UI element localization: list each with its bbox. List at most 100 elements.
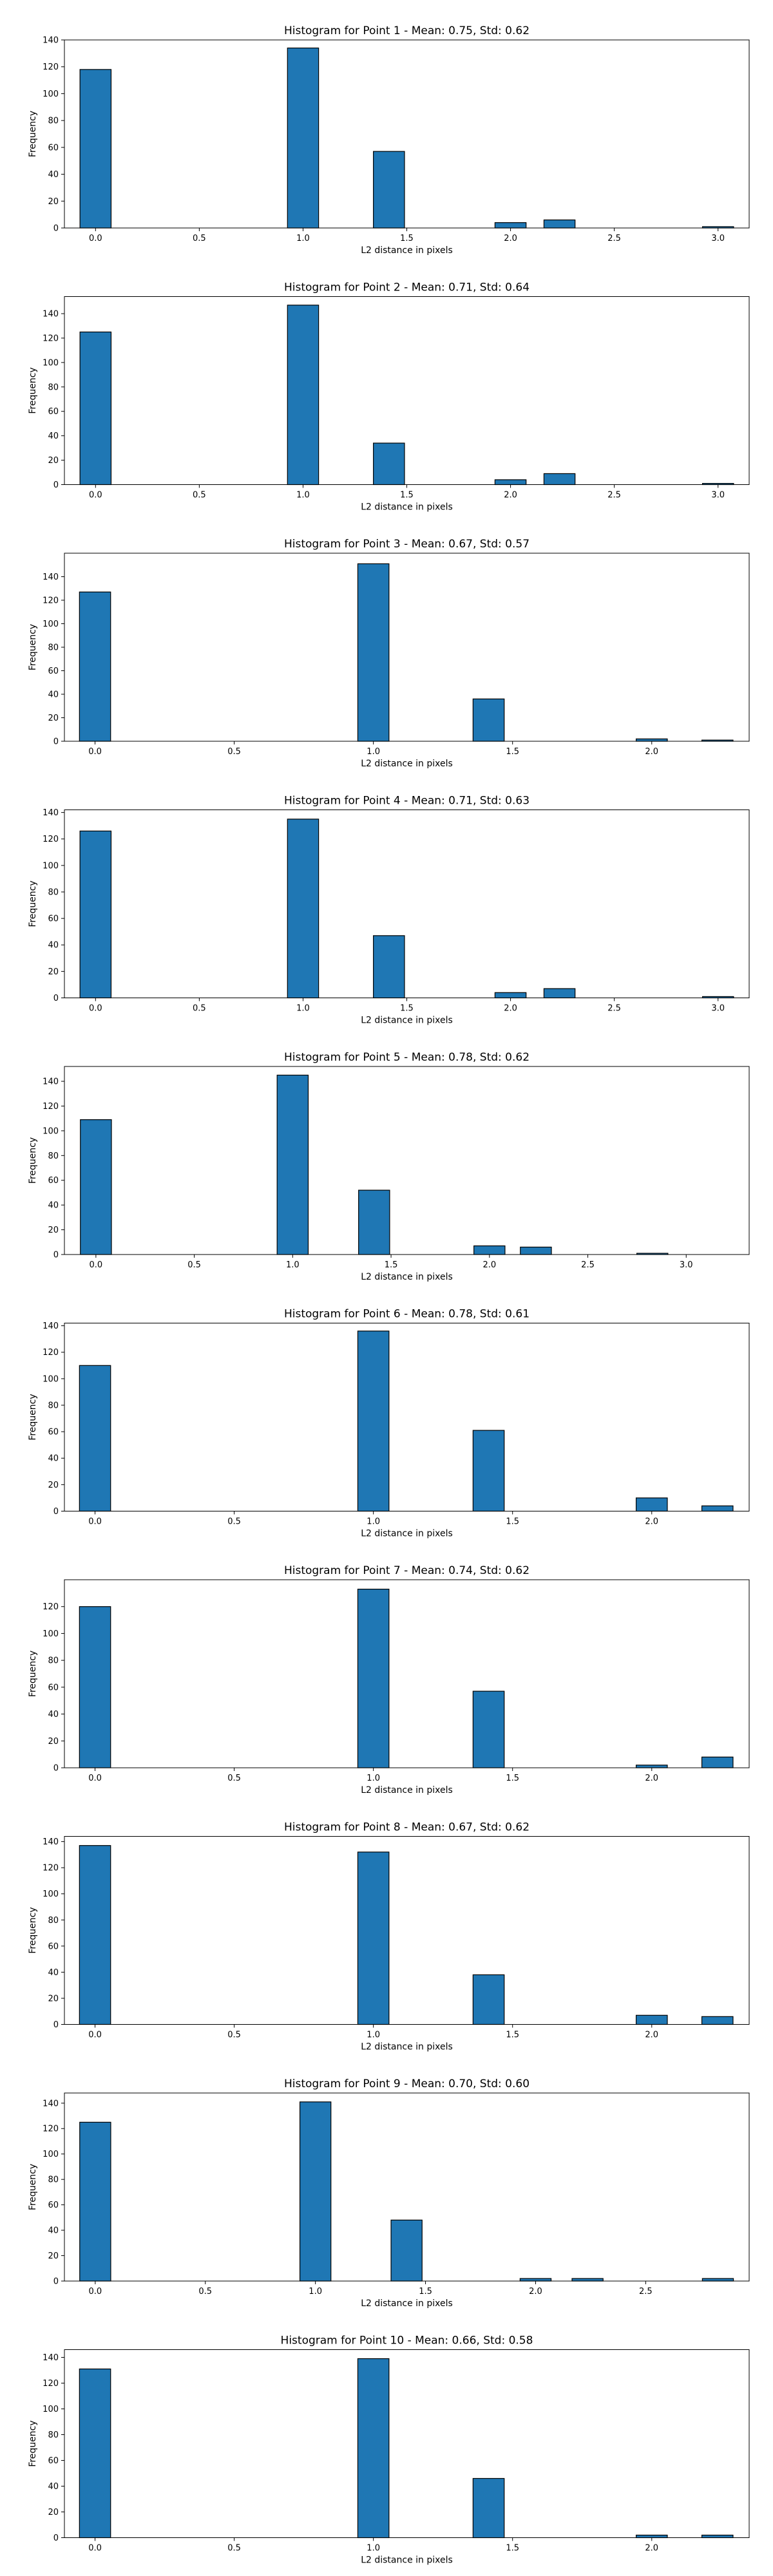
y-tick-label: 120 xyxy=(43,1102,59,1112)
histogram-panel-3: 0.0 0.5 1.0 1.5 2.0 0 20 40 60 80 100 120 140 Histogr… xyxy=(28,538,750,769)
x-tick-label: 0.5 xyxy=(227,1774,241,1783)
y-tick-label: 100 xyxy=(43,620,59,629)
y-tick-label: 80 xyxy=(48,2175,59,2185)
axes-frame xyxy=(64,1836,750,2025)
histogram-bar xyxy=(571,2278,604,2282)
y-axis-label: Frequency xyxy=(28,1907,38,1953)
chart-title: Histogram for Point 5 - Mean: 0.78, Std:… xyxy=(284,1051,530,1064)
y-tick-label: 40 xyxy=(48,170,59,180)
y-tick-label: 40 xyxy=(48,2226,59,2236)
chart-title: Histogram for Point 2 - Mean: 0.71, Std:… xyxy=(284,281,530,294)
x-tick-label: 0.0 xyxy=(89,491,102,500)
x-tick-label: 0.5 xyxy=(193,1004,206,1014)
histogram-bar xyxy=(79,591,111,742)
x-tick-label: 2.0 xyxy=(645,1774,658,1783)
y-tick-label: 120 xyxy=(43,2125,59,2134)
y-tick-label: 120 xyxy=(43,2379,59,2389)
y-tick-label: 60 xyxy=(48,407,59,417)
axes-frame xyxy=(64,1323,750,1511)
x-axis-label: L2 distance in pixels xyxy=(361,1272,453,1282)
histogram-bar xyxy=(635,1765,668,1768)
chart-title: Histogram for Point 8 - Mean: 0.67, Std:… xyxy=(284,1821,530,1834)
x-tick-label: 2.0 xyxy=(504,491,517,500)
y-tick-label: 0 xyxy=(53,1251,59,1260)
y-tick-label: 100 xyxy=(43,2405,59,2414)
histogram-bar xyxy=(80,1119,112,1255)
histogram-bar xyxy=(276,1074,309,1255)
x-tick-label: 1.5 xyxy=(400,1004,414,1014)
histogram-bar xyxy=(79,2121,111,2282)
y-tick-label: 140 xyxy=(43,1837,59,1847)
x-tick-label: 1.5 xyxy=(506,2031,519,2040)
histogram-bar xyxy=(701,2016,734,2025)
x-tick-label: 1.5 xyxy=(400,491,414,500)
histogram-bar xyxy=(357,563,390,742)
y-tick-label: 40 xyxy=(48,1201,59,1211)
axes-frame xyxy=(64,553,750,742)
histogram-bar xyxy=(635,2014,668,2025)
y-tick-label: 0 xyxy=(53,737,59,747)
x-axis-label: L2 distance in pixels xyxy=(361,1785,453,1795)
x-axis-label: L2 distance in pixels xyxy=(361,2298,453,2309)
y-tick-label: 20 xyxy=(48,1737,59,1747)
y-tick-label: 120 xyxy=(43,334,59,343)
x-tick-label: 1.0 xyxy=(367,1517,380,1527)
x-tick-label: 0.0 xyxy=(88,747,102,757)
y-tick-label: 60 xyxy=(48,1428,59,1437)
y-tick-label: 80 xyxy=(48,887,59,897)
histogram-bar xyxy=(358,1189,390,1255)
y-tick-label: 0 xyxy=(53,2020,59,2030)
histogram-bar xyxy=(519,2278,552,2282)
histogram-bar xyxy=(701,1756,734,1768)
y-tick-label: 140 xyxy=(43,2353,59,2363)
histogram-panel-9: 0.0 0.5 1.0 1.5 2.0 2.5 0 20 40 60 80 100 120 140 Hist… xyxy=(28,2078,750,2309)
histogram-bar xyxy=(373,935,405,999)
histogram-bar xyxy=(701,2278,734,2282)
x-tick-label: 0.0 xyxy=(89,2287,102,2297)
histogram-bar xyxy=(357,2358,390,2539)
x-tick-label: 2.0 xyxy=(645,747,658,757)
y-tick-label: 60 xyxy=(48,143,59,153)
y-tick-label: 20 xyxy=(48,197,59,207)
chart-title: Histogram for Point 10 - Mean: 0.66, Std… xyxy=(281,2334,533,2347)
histogram-bar xyxy=(472,1430,505,1512)
x-tick-label: 0.5 xyxy=(227,2031,241,2040)
x-tick-label: 0.0 xyxy=(89,234,102,243)
x-tick-label: 0.5 xyxy=(227,747,241,757)
y-tick-label: 20 xyxy=(48,1994,59,2003)
y-tick-label: 80 xyxy=(48,1916,59,1926)
chart-title: Histogram for Point 3 - Mean: 0.67, Std:… xyxy=(284,538,530,551)
x-axis-label: L2 distance in pixels xyxy=(361,502,453,513)
y-tick-label: 100 xyxy=(43,1629,59,1639)
y-tick-label: 140 xyxy=(43,573,59,582)
y-tick-label: 40 xyxy=(48,1454,59,1464)
x-tick-label: 1.0 xyxy=(286,1260,300,1270)
histogram-panel-10: 0.0 0.5 1.0 1.5 2.0 0 20 40 60 80 100 120 140 Histogr… xyxy=(28,2334,750,2566)
histogram-bar xyxy=(494,479,527,486)
x-tick-label: 1.0 xyxy=(296,491,310,500)
chart-title: Histogram for Point 9 - Mean: 0.70, Std:… xyxy=(284,2078,530,2090)
x-tick-label: 0.5 xyxy=(193,234,206,243)
y-tick-label: 80 xyxy=(48,643,59,653)
x-tick-label: 1.0 xyxy=(296,1004,310,1014)
y-axis-label: Frequency xyxy=(28,2420,38,2467)
y-tick-label: 0 xyxy=(53,1764,59,1774)
histogram-bar xyxy=(472,1974,505,2025)
y-tick-label: 100 xyxy=(43,1889,59,1899)
x-tick-label: 3.0 xyxy=(711,1004,725,1014)
x-tick-label: 2.0 xyxy=(645,2544,658,2553)
x-tick-label: 2.0 xyxy=(645,2031,658,2040)
y-tick-label: 0 xyxy=(53,2277,59,2287)
histogram-bar xyxy=(494,992,527,999)
x-tick-label: 3.0 xyxy=(711,491,725,500)
y-tick-label: 60 xyxy=(48,1683,59,1692)
y-tick-label: 0 xyxy=(53,480,59,490)
y-tick-label: 60 xyxy=(48,1176,59,1186)
y-tick-label: 20 xyxy=(48,1226,59,1235)
x-axis-label: L2 distance in pixels xyxy=(361,1529,453,1539)
axes-frame xyxy=(64,2349,750,2538)
y-tick-label: 60 xyxy=(48,914,59,924)
y-tick-label: 40 xyxy=(48,1710,59,1719)
axes-frame xyxy=(64,39,750,229)
x-tick-label: 0.0 xyxy=(89,1004,102,1014)
